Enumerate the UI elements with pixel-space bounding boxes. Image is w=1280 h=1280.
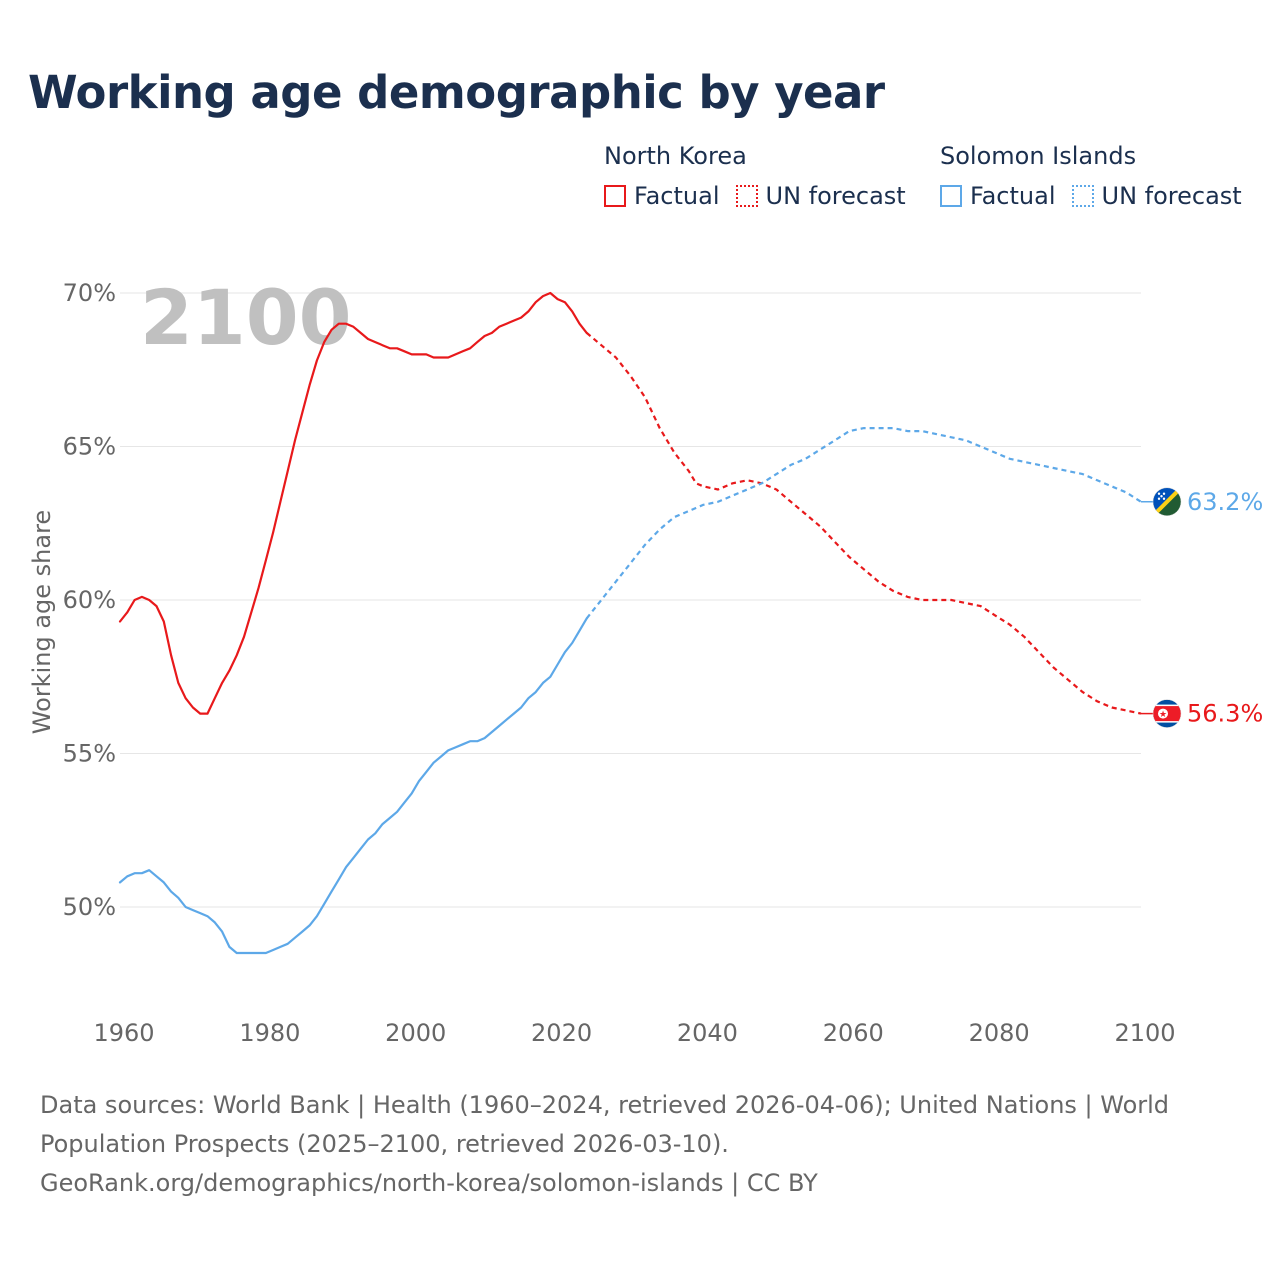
x-tick-label: 1960 xyxy=(93,1019,154,1047)
x-tick-label: 2020 xyxy=(531,1019,592,1047)
legend-swatch-dotted xyxy=(1071,185,1094,207)
legend-factual-item[interactable]: Factual xyxy=(604,182,720,210)
x-tick-label: 2000 xyxy=(385,1019,446,1047)
legend-forecast-item[interactable]: UN forecast xyxy=(1071,182,1242,210)
footer: Data sources: World Bank | Health (1960–… xyxy=(40,1086,1240,1203)
legend-country-label: Solomon Islands xyxy=(940,142,1137,170)
y-tick-label: 70% xyxy=(63,279,116,307)
year-overlay: 2100 xyxy=(140,273,352,362)
y-tick-label: 50% xyxy=(63,893,116,921)
legend-north-korea: North Korea Factual UN forecast xyxy=(604,142,922,210)
x-tick-label: 2080 xyxy=(969,1019,1030,1047)
y-axis: 50% 55% 60% 65% 70% xyxy=(63,279,116,921)
end-value-label: 63.2% xyxy=(1187,488,1263,516)
legend-swatch-dotted xyxy=(735,185,758,207)
end-markers: ★ 56.3% 63.2% xyxy=(1141,487,1263,728)
legend-forecast-item[interactable]: UN forecast xyxy=(735,182,906,210)
legend-factual-label: Factual xyxy=(634,182,720,210)
legend-factual-item[interactable]: Factual xyxy=(940,182,1056,210)
legend-solomon-islands: Solomon Islands Factual UN forecast xyxy=(940,142,1258,210)
legend-forecast-label: UN forecast xyxy=(765,182,906,210)
legend-swatch-solid xyxy=(604,185,626,207)
gridlines xyxy=(120,292,1141,908)
end-value-label: 56.3% xyxy=(1187,700,1263,728)
legend-country-label: North Korea xyxy=(604,142,747,170)
north-korea-flag-icon: ★ xyxy=(1152,699,1182,728)
x-tick-label: 1980 xyxy=(239,1019,300,1047)
series-line-factual[interactable] xyxy=(118,617,588,955)
x-tick-label: 2040 xyxy=(677,1019,738,1047)
page-title: Working age demographic by year xyxy=(28,66,885,119)
y-axis-label: Working age share xyxy=(28,510,56,734)
line-chart: 2100 50% 55% 60% 65% 70% 1960 1980 2000 2020 204… xyxy=(28,273,1263,1047)
solomon-islands-flag-icon xyxy=(1152,487,1182,517)
data-sources-text: Data sources: World Bank | Health (1960–… xyxy=(40,1091,1170,1158)
legend-factual-label: Factual xyxy=(970,182,1056,210)
legend-forecast-label: UN forecast xyxy=(1101,182,1242,210)
y-tick-label: 65% xyxy=(63,433,116,461)
series-line-forecast[interactable] xyxy=(585,427,1142,620)
series-line-factual[interactable] xyxy=(118,291,588,715)
y-tick-label: 55% xyxy=(63,740,116,768)
source-link[interactable]: GeoRank.org/demographics/north-korea/sol… xyxy=(40,1169,818,1197)
x-tick-label: 2100 xyxy=(1114,1019,1175,1047)
series-line-forecast[interactable] xyxy=(585,332,1142,715)
x-axis: 1960 1980 2000 2020 2040 2060 2080 2100 xyxy=(93,1019,1175,1047)
x-tick-label: 2060 xyxy=(823,1019,884,1047)
series-group xyxy=(118,291,1142,955)
y-tick-label: 60% xyxy=(63,586,116,614)
legend-swatch-solid xyxy=(940,185,962,207)
svg-text:★: ★ xyxy=(1159,710,1167,720)
